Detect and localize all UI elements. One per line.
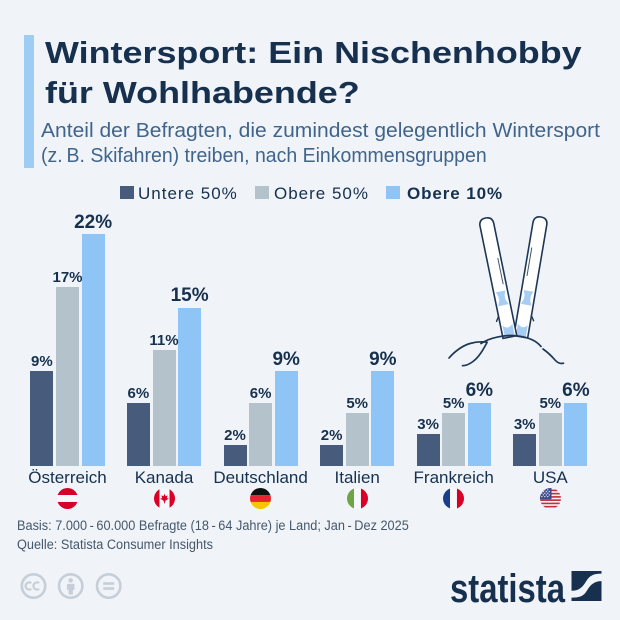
svg-text:statista: statista <box>450 567 566 610</box>
